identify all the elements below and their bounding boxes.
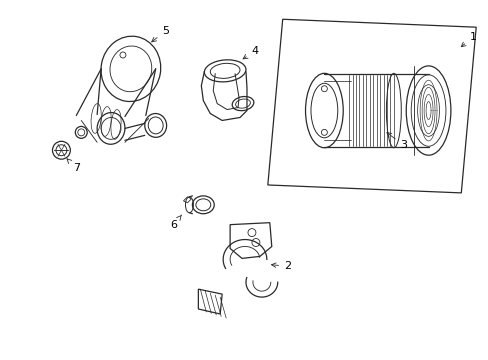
Text: 7: 7 xyxy=(67,159,80,173)
Text: 1: 1 xyxy=(460,32,476,47)
Text: 5: 5 xyxy=(151,26,169,42)
Text: 2: 2 xyxy=(271,261,291,271)
Text: 3: 3 xyxy=(386,132,407,150)
Text: 6: 6 xyxy=(170,215,181,230)
Text: 4: 4 xyxy=(243,46,258,59)
